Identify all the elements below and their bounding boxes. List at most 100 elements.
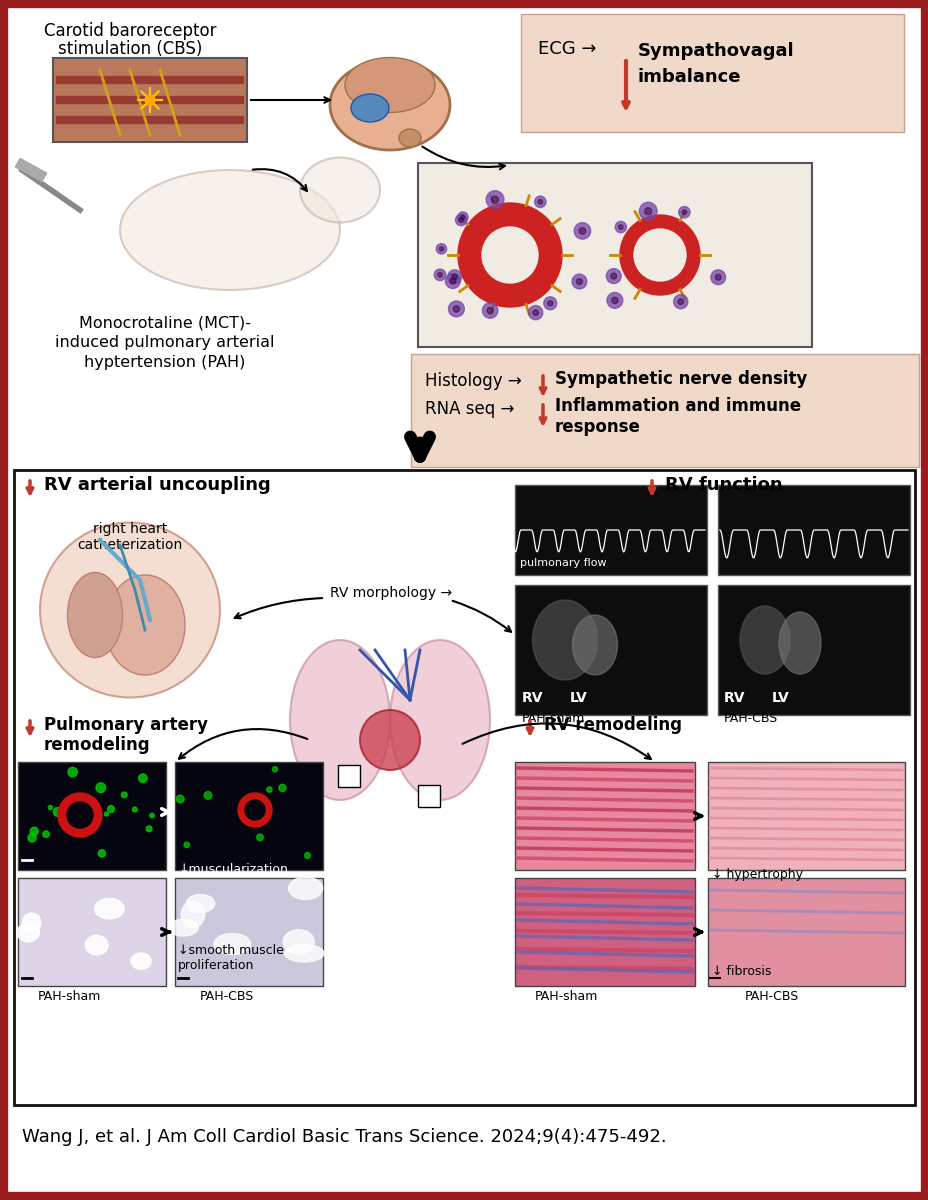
Circle shape — [445, 274, 459, 288]
Circle shape — [482, 227, 537, 283]
Circle shape — [28, 834, 36, 842]
Circle shape — [149, 814, 154, 817]
Text: ECG →: ECG → — [537, 40, 596, 58]
Circle shape — [710, 270, 725, 284]
Ellipse shape — [329, 60, 449, 150]
Ellipse shape — [105, 575, 185, 674]
Text: LV: LV — [771, 691, 789, 704]
Circle shape — [547, 301, 552, 306]
Text: RNA seq →: RNA seq → — [424, 400, 514, 418]
Ellipse shape — [17, 923, 39, 942]
Circle shape — [576, 278, 582, 284]
Text: ↓muscularization: ↓muscularization — [178, 863, 288, 876]
Circle shape — [204, 792, 212, 799]
Ellipse shape — [351, 94, 389, 122]
Circle shape — [278, 785, 286, 792]
Circle shape — [460, 215, 465, 220]
Circle shape — [437, 272, 442, 277]
FancyBboxPatch shape — [410, 354, 918, 467]
Circle shape — [104, 812, 109, 816]
Circle shape — [610, 274, 616, 280]
Ellipse shape — [40, 522, 220, 697]
Circle shape — [108, 805, 114, 812]
FancyBboxPatch shape — [707, 878, 904, 986]
Ellipse shape — [213, 934, 251, 954]
Circle shape — [678, 206, 690, 218]
Circle shape — [455, 215, 466, 226]
Ellipse shape — [68, 572, 122, 658]
FancyBboxPatch shape — [707, 762, 904, 870]
Text: RV: RV — [723, 691, 744, 704]
Ellipse shape — [572, 614, 617, 674]
Text: RV morphology →: RV morphology → — [329, 586, 452, 600]
Circle shape — [486, 307, 493, 313]
Circle shape — [482, 302, 497, 318]
Ellipse shape — [344, 58, 434, 113]
Circle shape — [176, 796, 184, 803]
Circle shape — [715, 275, 720, 281]
Circle shape — [98, 850, 106, 857]
Text: PAH-CBS: PAH-CBS — [723, 712, 778, 725]
Circle shape — [572, 274, 586, 289]
Circle shape — [145, 95, 155, 104]
Circle shape — [58, 793, 102, 838]
Circle shape — [68, 767, 77, 776]
Circle shape — [30, 827, 38, 835]
Circle shape — [448, 301, 464, 317]
Text: ↓ hypertrophy: ↓ hypertrophy — [711, 868, 802, 881]
Ellipse shape — [532, 600, 597, 680]
Circle shape — [439, 247, 443, 251]
Ellipse shape — [289, 877, 322, 900]
Text: Carotid baroreceptor: Carotid baroreceptor — [44, 22, 216, 40]
Text: remodeling: remodeling — [44, 736, 150, 754]
Circle shape — [146, 826, 152, 832]
Text: RV function: RV function — [664, 476, 781, 494]
Text: RV remodeling: RV remodeling — [544, 716, 681, 734]
FancyBboxPatch shape — [514, 485, 706, 575]
Circle shape — [436, 244, 446, 254]
Text: PAH-CBS: PAH-CBS — [744, 990, 798, 1003]
Ellipse shape — [131, 953, 151, 970]
Ellipse shape — [181, 901, 204, 928]
Circle shape — [272, 767, 277, 772]
Circle shape — [256, 834, 263, 841]
Circle shape — [614, 222, 625, 233]
Text: RV arterial uncoupling: RV arterial uncoupling — [44, 476, 270, 494]
Ellipse shape — [390, 640, 489, 800]
Circle shape — [543, 296, 556, 310]
Text: PAH-CBS: PAH-CBS — [200, 990, 254, 1003]
Circle shape — [451, 274, 457, 280]
Circle shape — [43, 830, 49, 838]
Circle shape — [458, 218, 463, 222]
Text: PAH-sham: PAH-sham — [535, 990, 598, 1003]
Circle shape — [453, 306, 459, 312]
Text: PAH-sham: PAH-sham — [38, 990, 101, 1003]
Circle shape — [574, 223, 590, 239]
Ellipse shape — [95, 899, 124, 919]
Circle shape — [122, 792, 127, 798]
Ellipse shape — [300, 157, 380, 222]
Ellipse shape — [85, 935, 108, 955]
Circle shape — [458, 203, 561, 307]
Circle shape — [304, 852, 310, 858]
Text: imbalance: imbalance — [638, 68, 741, 86]
Text: response: response — [554, 418, 640, 436]
Text: pulmonary flow: pulmonary flow — [520, 558, 606, 568]
Circle shape — [644, 208, 651, 215]
Circle shape — [578, 228, 585, 234]
Text: stimulation (CBS): stimulation (CBS) — [58, 40, 202, 58]
Text: Inflammation and immune: Inflammation and immune — [554, 397, 800, 415]
FancyBboxPatch shape — [174, 762, 323, 870]
Text: RV: RV — [522, 691, 543, 704]
FancyBboxPatch shape — [53, 58, 247, 142]
Text: hyptertension (PAH): hyptertension (PAH) — [84, 355, 245, 370]
Ellipse shape — [290, 640, 390, 800]
Text: Pulmonary artery: Pulmonary artery — [44, 716, 208, 734]
Text: right heart
catheterization: right heart catheterization — [77, 522, 183, 552]
Ellipse shape — [120, 170, 340, 290]
Circle shape — [67, 802, 93, 828]
Text: PAH-sham: PAH-sham — [522, 712, 585, 725]
Circle shape — [245, 800, 264, 820]
Text: Sympathovagal: Sympathovagal — [638, 42, 793, 60]
Circle shape — [53, 808, 62, 816]
